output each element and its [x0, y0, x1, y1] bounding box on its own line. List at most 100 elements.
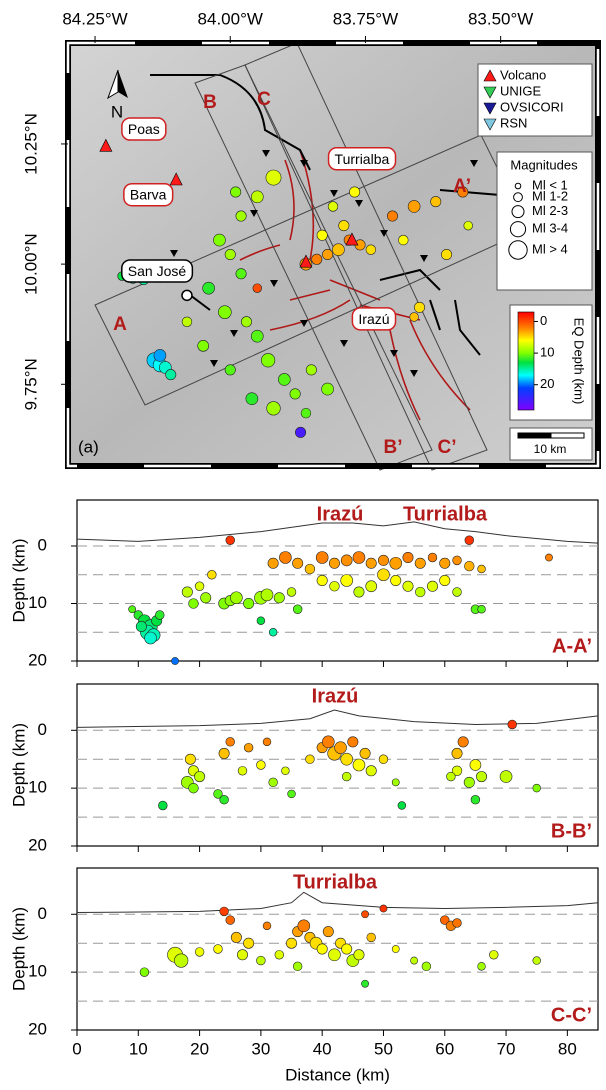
earthquake: [306, 365, 316, 375]
profile-label: A’: [453, 176, 471, 197]
earthquake: [305, 564, 315, 574]
y-tick-label: 0: [38, 904, 47, 923]
earthquake: [377, 569, 389, 581]
y-axis-label: Depth (km): [9, 538, 28, 622]
earthquake: [293, 605, 302, 614]
volcano-label: Turrialba: [335, 151, 390, 167]
earthquake: [545, 554, 552, 561]
earthquake: [166, 369, 176, 379]
earthquake: [398, 235, 408, 245]
earthquake: [236, 211, 246, 221]
earthquake: [391, 575, 401, 585]
earthquake: [470, 759, 481, 770]
earthquake: [219, 748, 229, 758]
earthquake: [292, 558, 302, 568]
earthquake: [269, 628, 277, 636]
earthquake: [354, 587, 364, 597]
section-panel: 01020Depth (km)IrazúB-B’: [9, 684, 598, 854]
volcano-label: Poas: [128, 121, 160, 137]
earthquake: [339, 220, 349, 230]
earthquake: [279, 552, 291, 564]
section-panel: 01020Depth (km)IrazúTurrialbaA-A’: [9, 500, 598, 669]
x-tick-label: 60: [435, 1039, 454, 1058]
earthquake: [195, 582, 204, 591]
earthquake: [341, 753, 353, 765]
x-tick-label: 80: [558, 1039, 577, 1058]
x-tick-label: 83.50°W: [468, 9, 533, 28]
earthquake: [203, 282, 215, 294]
earthquake: [281, 767, 289, 775]
earthquake: [154, 349, 166, 361]
earthquake: [256, 761, 265, 770]
earthquake: [237, 950, 247, 960]
annotation: Turrialba: [403, 503, 488, 525]
legend-label: UNIGE: [500, 83, 542, 98]
earthquake: [361, 980, 368, 987]
earthquake: [476, 771, 486, 781]
earthquake: [427, 581, 437, 591]
earthquake: [182, 587, 192, 597]
x-axis-label: Distance (km): [285, 1065, 390, 1084]
earthquake: [230, 187, 240, 197]
earthquake: [342, 772, 351, 781]
earthquake: [440, 558, 450, 568]
earthquake: [465, 536, 474, 545]
earthquake: [328, 949, 340, 961]
annotation: Irazú: [312, 685, 359, 707]
city-label: San José: [128, 263, 187, 279]
earthquake: [415, 558, 425, 568]
earthquake: [225, 249, 235, 259]
earthquake: [278, 373, 290, 385]
earthquake: [261, 353, 275, 367]
volcano-label: Barva: [130, 187, 167, 203]
earthquake: [322, 383, 334, 395]
earthquake: [201, 593, 211, 603]
earthquake: [464, 221, 473, 230]
earthquake: [441, 249, 451, 259]
earthquake: [489, 950, 498, 959]
earthquake: [293, 962, 302, 971]
earthquake: [431, 196, 441, 206]
section-label: C-C’: [551, 1004, 592, 1026]
magnitude-legend-symbol: [512, 206, 524, 218]
earthquake: [136, 621, 146, 631]
earthquake: [286, 938, 296, 948]
earthquake: [322, 736, 334, 748]
earthquake: [145, 632, 157, 644]
earthquake: [174, 954, 188, 968]
earthquake: [243, 938, 253, 948]
profile-label: C’: [438, 437, 457, 458]
y-tick-label: 10: [28, 962, 47, 981]
earthquake: [341, 575, 353, 587]
earthquake: [287, 588, 296, 597]
magnitude-legend-symbol: [514, 193, 523, 202]
magnitude-legend-symbol: [509, 241, 527, 259]
earthquake: [354, 950, 364, 960]
section-panel: 0102001020304050607080Distance (km)Depth…: [9, 868, 598, 1084]
section-label: B-B’: [551, 820, 592, 842]
earthquake: [533, 957, 541, 965]
earthquake: [269, 778, 278, 787]
earthquake: [129, 606, 136, 613]
earthquake: [458, 737, 468, 747]
section-label: A-A’: [552, 635, 592, 657]
earthquake: [341, 555, 352, 566]
magnitude-legend-title: Magnitudes: [510, 157, 578, 172]
earthquake: [316, 552, 328, 564]
earthquake: [158, 801, 167, 810]
earthquake: [353, 759, 365, 771]
earthquake: [189, 599, 199, 609]
x-tick-label: 70: [497, 1039, 516, 1058]
earthquake: [464, 777, 474, 787]
earthquake: [328, 202, 338, 212]
map-panel: 10 km (a) N 84.25°W84.00°W83.75°W83.50°W…: [21, 9, 598, 470]
profile-label: A: [113, 314, 127, 335]
earthquake: [353, 552, 365, 564]
y-tick-label: 20: [28, 835, 47, 854]
section-frame: [77, 684, 598, 846]
earthquake: [140, 968, 149, 977]
y-tick-label: 9.75°N: [21, 358, 40, 410]
earthquake: [226, 916, 235, 925]
earthquake: [256, 956, 265, 965]
earthquake: [275, 950, 284, 959]
